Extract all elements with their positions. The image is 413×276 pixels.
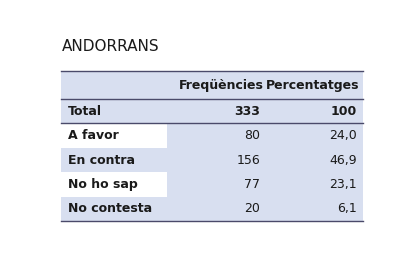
Text: 46,9: 46,9	[328, 154, 356, 167]
Text: 77: 77	[244, 178, 260, 191]
Text: Total: Total	[68, 105, 102, 118]
Text: 6,1: 6,1	[336, 203, 356, 216]
Text: En contra: En contra	[68, 154, 135, 167]
Text: No ho sap: No ho sap	[68, 178, 137, 191]
Text: 333: 333	[234, 105, 260, 118]
Text: 20: 20	[244, 203, 260, 216]
Text: 156: 156	[236, 154, 260, 167]
Text: Percentatges: Percentatges	[266, 79, 359, 92]
Text: 24,0: 24,0	[328, 129, 356, 142]
Text: A favor: A favor	[68, 129, 118, 142]
Text: No contesta: No contesta	[68, 203, 152, 216]
Text: 23,1: 23,1	[328, 178, 356, 191]
Text: Freqüències: Freqüències	[178, 79, 263, 92]
Text: 100: 100	[330, 105, 356, 118]
Text: ANDORRANS: ANDORRANS	[61, 39, 159, 54]
Text: 80: 80	[244, 129, 260, 142]
